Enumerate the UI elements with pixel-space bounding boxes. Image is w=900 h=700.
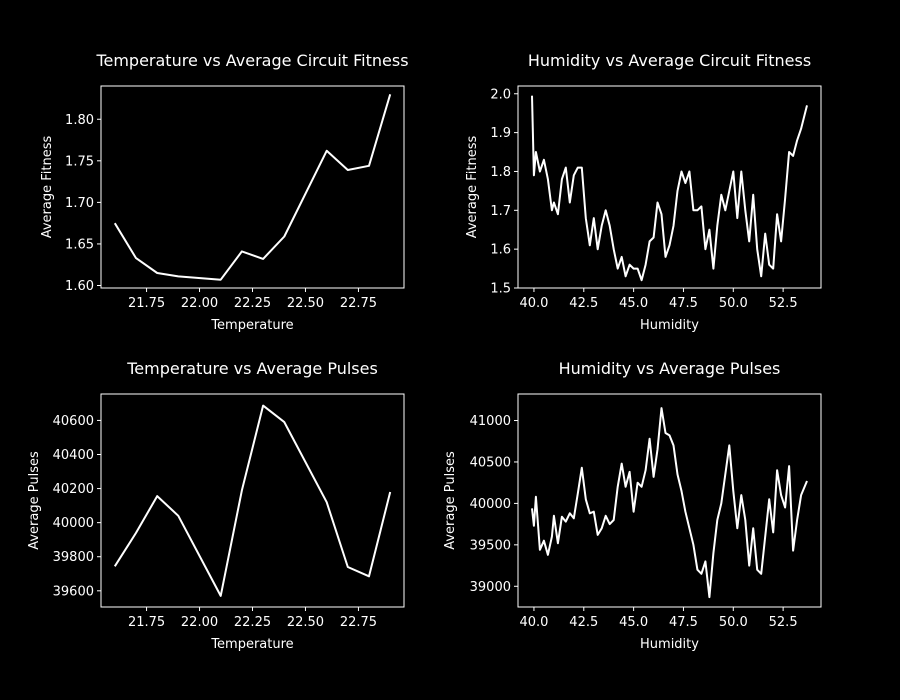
x-axis-label: Temperature — [210, 637, 293, 652]
x-tick-label: 22.50 — [287, 296, 324, 311]
x-tick-label: 22.25 — [234, 296, 271, 311]
subplot-temp-fitness: Temperature vs Average Circuit Fitness T… — [40, 51, 409, 333]
y-tick-label: 40000 — [470, 497, 511, 512]
x-tick-label: 42.5 — [569, 296, 598, 311]
series-line — [113, 404, 392, 597]
plot-frame — [100, 393, 405, 608]
tick-layer: 40.0 42.5 45.0 47.5 50.0 52.5 39000 39500 40000 4… — [470, 414, 798, 630]
y-tick-label: 41000 — [470, 414, 511, 429]
x-tick-label: 45.0 — [619, 615, 648, 630]
x-tick-label: 50.0 — [719, 296, 748, 311]
subplot-title: Humidity vs Average Pulses — [559, 359, 781, 378]
x-tick-label: 21.75 — [128, 615, 165, 630]
plot-frame — [517, 85, 822, 289]
x-axis-label: Humidity — [640, 318, 699, 333]
y-tick-label: 39800 — [53, 550, 94, 565]
x-tick-label: 52.5 — [769, 296, 798, 311]
x-tick-label: 50.0 — [719, 615, 748, 630]
series-line — [113, 94, 392, 281]
y-tick-label: 39600 — [53, 584, 94, 599]
y-tick-label: 1.5 — [490, 282, 511, 297]
x-tick-label: 47.5 — [669, 296, 698, 311]
subplot-humidity-pulses: Humidity vs Average Pulses Humidity Aver… — [443, 359, 822, 652]
x-tick-label: 22.75 — [340, 296, 377, 311]
y-tick-label: 1.70 — [65, 196, 94, 211]
tick-layer: 21.75 22.00 22.25 22.50 22.75 39600 39800 40000… — [53, 414, 377, 630]
y-tick-label: 40500 — [470, 455, 511, 470]
y-tick-label: 2.0 — [490, 87, 511, 102]
y-axis-label: Average Pulses — [27, 451, 42, 550]
y-tick-label: 1.60 — [65, 279, 94, 294]
x-tick-label: 22.75 — [340, 615, 377, 630]
y-tick-label: 1.6 — [490, 243, 511, 258]
subplot-title: Temperature vs Average Circuit Fitness — [95, 51, 408, 70]
series-line — [531, 95, 808, 282]
y-tick-label: 1.8 — [490, 165, 511, 180]
x-tick-label: 22.00 — [181, 296, 218, 311]
x-tick-label: 22.00 — [181, 615, 218, 630]
y-tick-label: 40200 — [53, 482, 94, 497]
tick-layer: 21.75 22.00 22.25 22.50 22.75 1.60 1.65 1.70 1.7… — [65, 113, 377, 311]
y-tick-label: 40600 — [53, 414, 94, 429]
subplot-temp-pulses: Temperature vs Average Pulses Temperatur… — [27, 359, 405, 652]
y-tick-label: 1.75 — [65, 154, 94, 169]
series-line — [531, 407, 808, 599]
x-tick-label: 22.25 — [234, 615, 271, 630]
y-axis-label: Average Pulses — [443, 451, 458, 550]
y-tick-label: 40000 — [53, 516, 94, 531]
y-tick-label: 39500 — [470, 538, 511, 553]
subplot-title: Temperature vs Average Pulses — [126, 359, 378, 378]
y-tick-label: 1.65 — [65, 237, 94, 252]
x-tick-label: 40.0 — [519, 615, 548, 630]
x-tick-label: 47.5 — [669, 615, 698, 630]
x-tick-label: 52.5 — [769, 615, 798, 630]
plot-frame — [517, 393, 822, 608]
x-axis-label: Humidity — [640, 637, 699, 652]
y-axis-label: Average Fitness — [40, 136, 55, 239]
subplot-title: Humidity vs Average Circuit Fitness — [528, 51, 811, 70]
tick-layer: 40.0 42.5 45.0 47.5 50.0 52.5 1.5 1.6 1.7 1.8 1.9 2… — [490, 87, 797, 311]
subplot-humidity-fitness: Humidity vs Average Circuit Fitness Humi… — [465, 51, 822, 333]
y-tick-label: 1.9 — [490, 126, 511, 141]
y-tick-label: 40400 — [53, 448, 94, 463]
x-tick-label: 40.0 — [519, 296, 548, 311]
x-tick-label: 22.50 — [287, 615, 324, 630]
x-tick-label: 21.75 — [128, 296, 165, 311]
y-tick-label: 39000 — [470, 580, 511, 595]
y-tick-label: 1.80 — [65, 113, 94, 128]
y-axis-label: Average Fitness — [465, 136, 480, 239]
y-tick-label: 1.7 — [490, 204, 511, 219]
x-axis-label: Temperature — [210, 318, 293, 333]
plot-frame — [100, 85, 405, 289]
x-tick-label: 42.5 — [569, 615, 598, 630]
x-tick-label: 45.0 — [619, 296, 648, 311]
